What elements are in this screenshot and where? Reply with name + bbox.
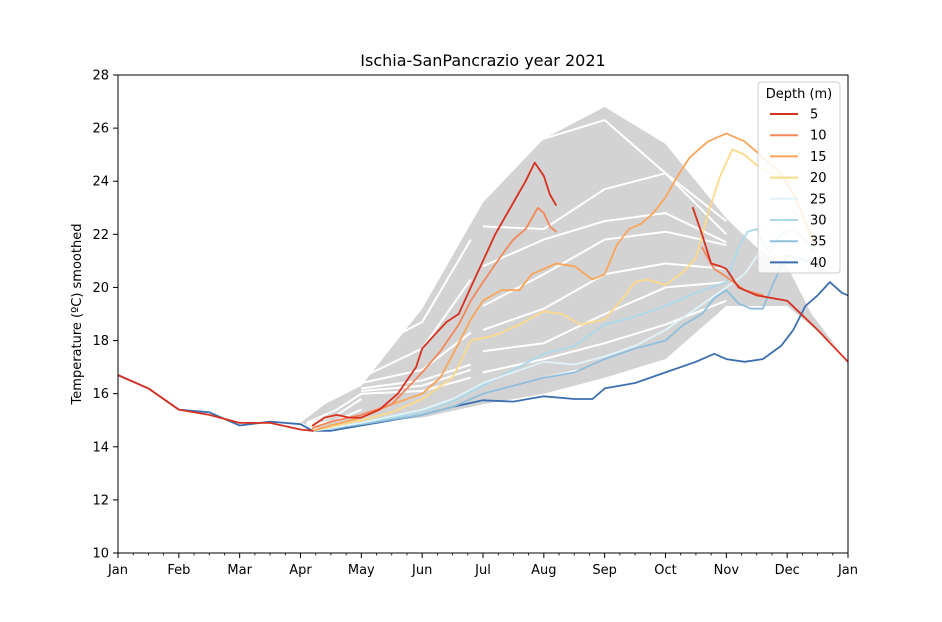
- series-35m-segment-0: [311, 254, 816, 432]
- x-tick-label-2: Mar: [227, 563, 252, 578]
- x-axis: Jan Feb Mar Apr May Jun Jul Aug Sep Oct Nov Dec Jan: [107, 553, 858, 578]
- y-tick-label-28: 28: [92, 69, 109, 84]
- climatology-line-0: [470, 119, 728, 236]
- climatology-line-1: [482, 172, 727, 230]
- series-5m-segment-2: [692, 206, 848, 364]
- series-10m-segment-0: [311, 206, 557, 430]
- legend-label-35: 35: [810, 235, 827, 250]
- series-35m: [311, 254, 816, 432]
- x-tick-label-7: Aug: [531, 563, 556, 578]
- climatology-line-5: [482, 281, 727, 353]
- series-15m-segment-0: [311, 132, 816, 432]
- legend-label-5: 5: [810, 108, 818, 123]
- climatology-line-7: [360, 239, 472, 355]
- x-tick-label-8: Sep: [592, 563, 617, 578]
- y-tick-label-18: 18: [92, 334, 109, 349]
- y-tick-label-12: 12: [92, 493, 109, 508]
- x-tick-label-3: Apr: [289, 563, 312, 578]
- legend-box: [757, 81, 841, 274]
- legend-label-25: 25: [810, 192, 827, 207]
- legend-label-20: 20: [810, 171, 827, 186]
- climatology-band: [300, 106, 836, 429]
- x-tick-label-4: May: [348, 563, 375, 578]
- x-tick-label-6: Jul: [474, 563, 491, 578]
- series-15m: [311, 132, 816, 432]
- x-tick-label-5: Jun: [411, 563, 432, 578]
- x-tick-label-9: Oct: [654, 563, 676, 578]
- climatology-line-2: [482, 212, 727, 268]
- y-tick-label-22: 22: [92, 228, 109, 243]
- x-tick-label-12: Jan: [837, 563, 858, 578]
- x-tick-label-11: Dec: [775, 563, 800, 578]
- climatology-line-12: [361, 376, 472, 395]
- x-tick-label-0: Jan: [107, 563, 128, 578]
- y-tick-label-26: 26: [92, 122, 109, 137]
- x-tick-label-10: Nov: [714, 563, 740, 578]
- legend-label-15: 15: [810, 150, 827, 165]
- y-axis-label: Temperature (ºC) smoothed: [70, 224, 85, 406]
- legend-title: Depth (m): [766, 87, 833, 102]
- climatology-line-9: [361, 331, 472, 384]
- y-tick-label-14: 14: [92, 440, 109, 455]
- series-5m: [118, 161, 848, 432]
- chart-title: Ischia-SanPancrazio year 2021: [360, 51, 605, 70]
- y-tick-label-20: 20: [92, 281, 109, 296]
- x-tick-label-1: Feb: [167, 563, 190, 578]
- series-lines: [118, 132, 848, 432]
- y-tick-label-24: 24: [92, 175, 109, 190]
- climatology-line-10: [361, 363, 472, 390]
- series-20m: [311, 148, 816, 432]
- y-axis: 10 12 14 16 18 20 22 24 26 28: [92, 69, 118, 562]
- legend: Depth (m) 5 10 15 20 25 30 35 40: [757, 81, 841, 274]
- legend-label-40: 40: [810, 256, 827, 271]
- series-20m-segment-0: [311, 148, 816, 432]
- series-5m-segment-0: [118, 374, 314, 432]
- legend-label-10: 10: [810, 129, 827, 144]
- legend-label-30: 30: [810, 214, 827, 229]
- y-tick-label-16: 16: [92, 387, 109, 402]
- climatology-line-13: [306, 392, 362, 424]
- y-tick-label-10: 10: [92, 547, 109, 562]
- series-5m-segment-1: [311, 161, 557, 427]
- climatology-band-area: [300, 106, 836, 429]
